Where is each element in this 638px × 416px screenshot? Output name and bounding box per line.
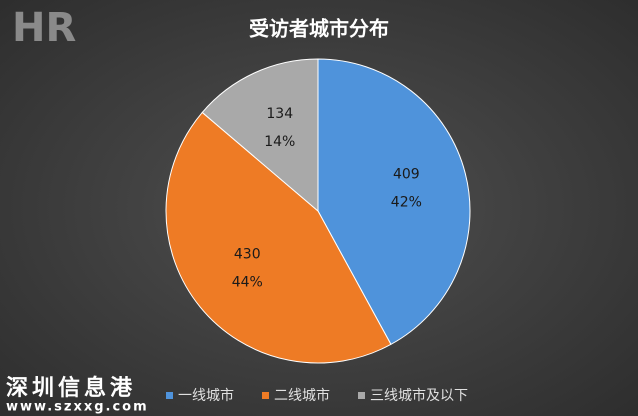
- legend-swatch: [358, 392, 365, 399]
- pie-slice: [165, 111, 392, 364]
- watermark-url: www.szxxg.com: [6, 400, 149, 415]
- pie-slice: [317, 58, 471, 346]
- legend-label: 二线城市: [274, 387, 330, 404]
- watermark-logo: HR: [12, 5, 76, 51]
- percent-label: 42%: [391, 194, 422, 210]
- pie-slice: [201, 58, 319, 213]
- legend-swatch: [166, 392, 173, 399]
- percent-label: 44%: [232, 275, 263, 291]
- data-label: 409: [393, 166, 420, 182]
- chart-title: 受访者城市分布: [249, 17, 389, 41]
- legend-swatch: [262, 392, 269, 399]
- legend-label: 三线城市及以下: [370, 387, 468, 404]
- percent-label: 14%: [264, 134, 295, 150]
- legend-label: 一线城市: [178, 387, 234, 404]
- data-label: 430: [234, 247, 261, 263]
- watermark-name: 深圳信息港: [6, 375, 136, 401]
- data-label: 134: [266, 106, 293, 122]
